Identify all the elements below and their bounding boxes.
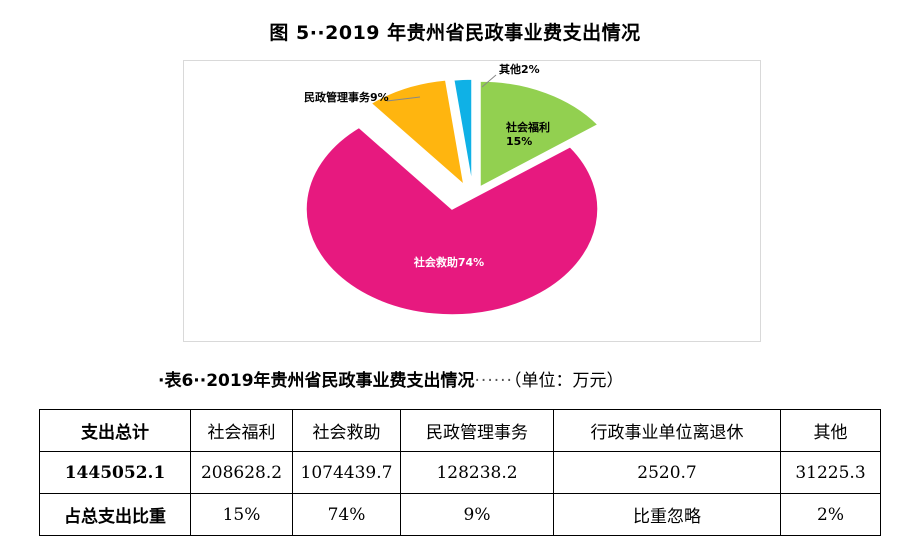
header-cell: 支出总计	[39, 409, 191, 452]
table-cell: 208628.2	[190, 451, 293, 494]
table-row: 1445052.1 208628.2 1074439.7 128238.2 25…	[39, 451, 881, 494]
slice-label: 其他2%	[499, 62, 540, 76]
pie-slice	[452, 78, 473, 186]
table-cell: 74%	[292, 493, 401, 536]
pie-chart-area: 社会福利 15% 社会救助74% 民政管理事务9% 其他2%	[183, 60, 761, 342]
table-unit: （单位：万元）	[512, 371, 624, 391]
table-row: 占总支出比重 15% 74% 9% 比重忽略 2%	[39, 493, 881, 536]
table-title-text: ·表6··2019年贵州省民政事业费支出情况	[158, 371, 475, 391]
slice-label: 民政管理事务9%	[304, 90, 389, 104]
table-cell: 2%	[780, 493, 881, 536]
table-cell: 1445052.1	[39, 451, 191, 494]
leader-line	[481, 74, 497, 88]
table-cell: 15%	[190, 493, 293, 536]
header-cell: 社会福利	[190, 409, 293, 452]
slice-label: 社会救助74%	[413, 255, 484, 269]
leader-line	[386, 96, 421, 102]
table-cell: 31225.3	[780, 451, 881, 494]
pie-slice	[369, 79, 466, 187]
figure-title: 图 5··2019 年贵州省民政事业费支出情况	[269, 22, 641, 44]
pie-slice	[305, 126, 599, 316]
table-cell: 9%	[400, 493, 554, 536]
table-title-dots: ······	[474, 371, 513, 391]
table-cell: 占总支出比重	[39, 493, 191, 536]
header-cell: 行政事业单位离退休	[553, 409, 781, 452]
header-cell: 社会救助	[292, 409, 401, 452]
header-cell: 民政管理事务	[400, 409, 554, 452]
table-title: ·表6··2019年贵州省民政事业费支出情况······（单位：万元）	[158, 366, 623, 391]
expenditure-table: 支出总计 社会福利 社会救助 民政管理事务 行政事业单位离退休 其他 14450…	[39, 409, 881, 536]
pie-chart: 社会福利 15% 社会救助74% 民政管理事务9% 其他2%	[304, 62, 600, 316]
table-cell: 1074439.7	[292, 451, 401, 494]
table-cell: 128238.2	[400, 451, 554, 494]
table-cell: 2520.7	[553, 451, 781, 494]
table-cell: 比重忽略	[553, 493, 781, 536]
pie-slice	[479, 80, 600, 189]
table-header-row: 支出总计 社会福利 社会救助 民政管理事务 行政事业单位离退休 其他	[39, 409, 881, 452]
slice-label: 社会福利 15%	[505, 120, 550, 148]
header-cell: 其他	[780, 409, 881, 452]
